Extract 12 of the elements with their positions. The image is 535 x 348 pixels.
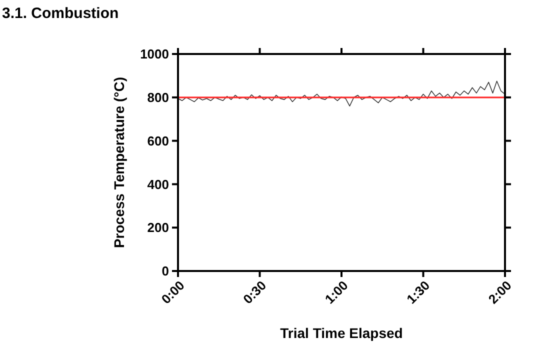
- x-tick-label: 0:30: [240, 278, 270, 307]
- chart-title: 3.1. Combustion: [2, 5, 119, 22]
- x-tick-label: 0:00: [158, 278, 188, 307]
- x-axis-title: Trial Time Elapsed: [280, 325, 403, 341]
- y-axis-title: Process Temperature (°C): [111, 76, 127, 248]
- y-tick-label: 1000: [140, 46, 169, 62]
- line-series: [178, 80, 506, 106]
- y-tick-label: 400: [147, 176, 169, 192]
- y-tick-label: 600: [147, 133, 169, 148]
- y-tick-label: 200: [147, 220, 169, 236]
- y-tick-label: 0: [162, 264, 169, 279]
- y-tick-label: 800: [147, 90, 169, 105]
